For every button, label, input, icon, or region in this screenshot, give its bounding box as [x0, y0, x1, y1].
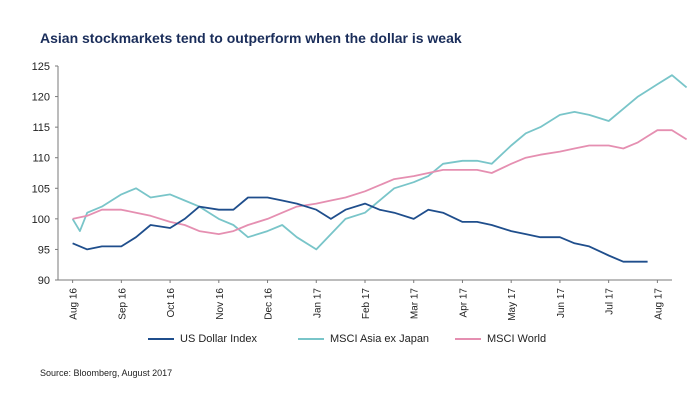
legend-item-us-dollar-index: US Dollar Index — [148, 333, 257, 345]
x-tick-label: Nov 16 — [215, 288, 226, 320]
x-tick-label: Jun 17 — [556, 288, 567, 318]
legend-label-us-dollar-index: US Dollar Index — [180, 333, 258, 345]
chart-legend: US Dollar Index MSCI Asia ex Japan MSCI … — [0, 333, 700, 349]
legend-label-msci-asia-ex-japan: MSCI Asia ex Japan — [330, 333, 430, 345]
x-tick-label: Apr 17 — [458, 288, 469, 318]
legend-item-msci-world: MSCI World — [455, 333, 546, 345]
x-tick-label: May 17 — [507, 288, 518, 321]
series-line-msci-asia-ex-japan — [71, 74, 688, 251]
y-tick-label: 90 — [38, 275, 50, 287]
x-tick-label: Mar 17 — [410, 288, 421, 320]
source-note: Source: Bloomberg, August 2017 — [40, 368, 173, 378]
x-tick-label: Jan 17 — [312, 288, 323, 318]
y-tick-label: 100 — [32, 214, 50, 226]
x-tick-label: Sep 16 — [117, 288, 128, 320]
series-line-msci-world — [72, 129, 688, 235]
chart-title: Asian stockmarkets tend to outperform wh… — [40, 30, 462, 46]
legend-label-msci-world: MSCI World — [487, 333, 547, 345]
legend-item-msci-asia-ex-japan: MSCI Asia ex Japan — [298, 333, 429, 345]
x-tick-label: Aug 16 — [69, 288, 80, 320]
x-tick-label: Oct 16 — [166, 288, 177, 318]
y-axis: 90 95 100 105 110 115 120 125 — [32, 61, 59, 287]
legend-swatch-msci-world — [455, 338, 481, 340]
x-axis: Aug 16 Sep 16 Oct 16 Nov 16 Dec 16 Jan 17 Feb … — [58, 279, 672, 321]
legend-swatch-msci-asia-ex-japan — [298, 338, 324, 340]
y-tick-label: 105 — [32, 183, 50, 195]
y-tick-label: 120 — [32, 92, 50, 104]
y-tick-label: 110 — [32, 153, 50, 165]
y-tick-label: 95 — [38, 244, 50, 256]
y-tick-label: 125 — [32, 61, 50, 73]
plot-series — [71, 74, 688, 263]
series-line-us-dollar-index — [72, 196, 648, 263]
x-tick-label: Dec 16 — [264, 288, 275, 320]
x-tick-label: Jul 17 — [605, 288, 616, 315]
y-tick-label: 115 — [32, 122, 50, 134]
x-tick-label: Feb 17 — [361, 288, 372, 320]
legend-swatch-us-dollar-index — [148, 338, 174, 340]
x-tick-label: Aug 17 — [653, 288, 664, 320]
